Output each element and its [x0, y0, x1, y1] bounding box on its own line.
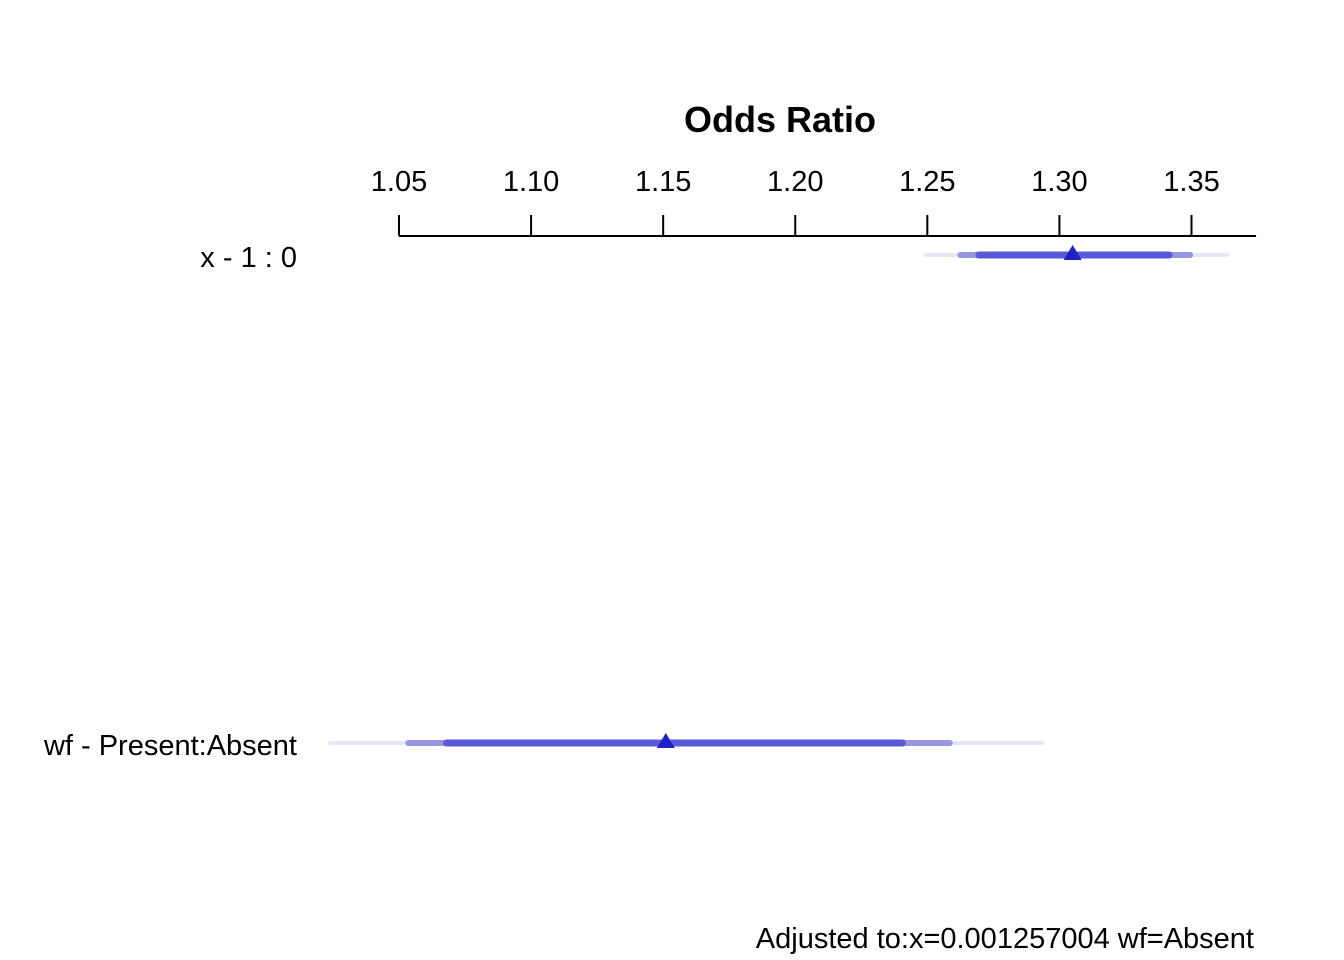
- tick-group: 1.05 1.10 1.15 1.20 1.25 1.30 1.35: [371, 166, 1220, 236]
- chart-title: Odds Ratio: [684, 99, 876, 140]
- row: wf - Present:Absent: [43, 730, 1045, 762]
- adjusted-footnote: Adjusted to:x=0.001257004 wf=Absent: [756, 923, 1254, 955]
- tick-label: 1.30: [1031, 166, 1087, 198]
- tick-label: 1.35: [1163, 166, 1219, 198]
- row-label: wf - Present:Absent: [43, 730, 297, 762]
- estimate-marker: [656, 733, 675, 748]
- tick-label: 1.25: [899, 166, 955, 198]
- tick-label: 1.20: [767, 166, 823, 198]
- tick-label: 1.05: [371, 166, 427, 198]
- row-label: x - 1 : 0: [200, 242, 297, 274]
- row: x - 1 : 0: [200, 242, 1230, 274]
- tick-label: 1.15: [635, 166, 691, 198]
- estimate-marker: [1063, 245, 1082, 260]
- row-group: x - 1 : 0 wf - Present:Absent: [43, 242, 1230, 762]
- tick-label: 1.10: [503, 166, 559, 198]
